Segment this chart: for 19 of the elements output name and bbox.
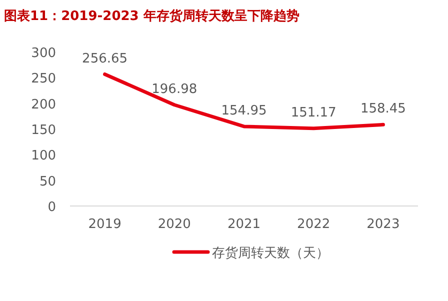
y-tick-label: 150 bbox=[31, 123, 56, 138]
y-tick-label: 100 bbox=[31, 148, 56, 164]
x-tick-label: 2023 bbox=[366, 217, 400, 232]
y-tick-label: 0 bbox=[48, 200, 56, 215]
data-label: 158.45 bbox=[360, 102, 406, 117]
data-label: 196.98 bbox=[152, 82, 198, 97]
y-tick-label: 200 bbox=[31, 97, 56, 112]
y-tick-label: 50 bbox=[39, 174, 56, 190]
y-tick-label: 250 bbox=[31, 72, 56, 87]
data-label: 151.17 bbox=[290, 105, 336, 120]
x-tick-label: 2021 bbox=[227, 217, 261, 232]
chart-title: 图表11：2019-2023 年存货周转天数呈下降趋势 bbox=[4, 8, 300, 24]
x-tick-label: 2019 bbox=[88, 217, 122, 232]
data-label: 256.65 bbox=[82, 51, 128, 66]
y-tick-label: 300 bbox=[31, 46, 56, 61]
x-tick-label: 2022 bbox=[297, 217, 330, 232]
data-label: 154.95 bbox=[221, 103, 267, 118]
x-tick-label: 2020 bbox=[158, 217, 191, 232]
legend-label: 存货周转天数（天） bbox=[212, 246, 329, 261]
